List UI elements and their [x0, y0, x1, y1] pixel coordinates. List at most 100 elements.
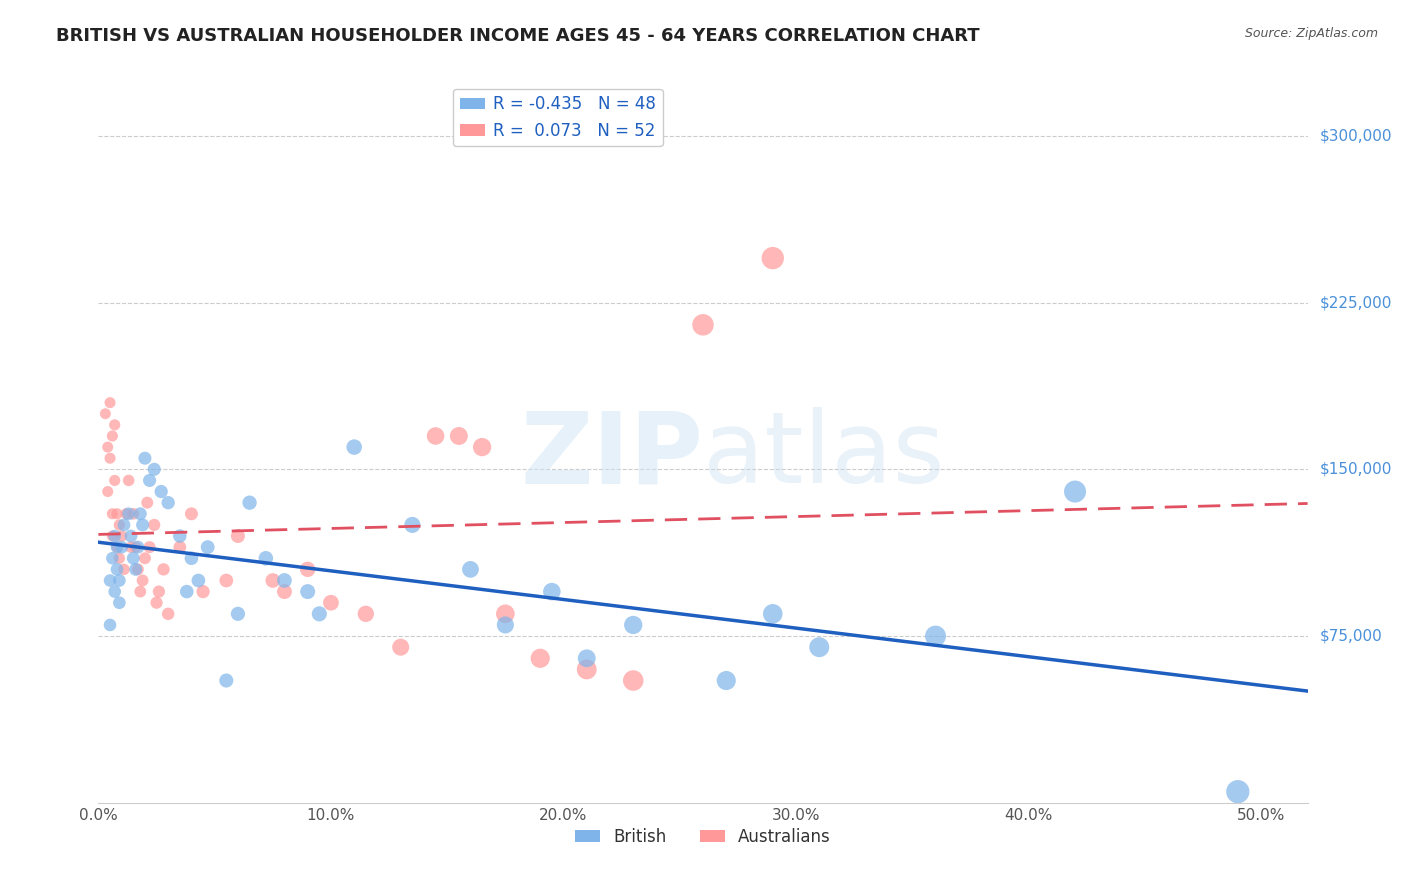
- Point: [108, 517, 131, 532]
- Point: [575, 651, 598, 665]
- Point: [120, 540, 142, 554]
- Point: [104, 417, 127, 432]
- Point: [124, 562, 146, 576]
- Point: [471, 440, 494, 454]
- Point: [215, 673, 238, 688]
- Point: [425, 429, 447, 443]
- Point: [108, 596, 131, 610]
- Point: [104, 529, 127, 543]
- Point: [101, 429, 124, 443]
- Point: [118, 474, 141, 488]
- Point: [150, 484, 173, 499]
- Point: [254, 551, 277, 566]
- Point: [191, 584, 214, 599]
- Point: [169, 529, 191, 543]
- Point: [111, 540, 134, 554]
- Point: [97, 484, 120, 499]
- Point: [108, 574, 131, 588]
- Point: [105, 507, 128, 521]
- Point: [308, 607, 330, 621]
- Point: [98, 574, 121, 588]
- Point: [101, 551, 124, 566]
- Point: [762, 607, 785, 621]
- Point: [101, 507, 124, 521]
- Point: [343, 440, 366, 454]
- Point: [187, 574, 209, 588]
- Point: [112, 562, 135, 576]
- Point: [621, 618, 644, 632]
- Point: [762, 251, 785, 265]
- Point: [104, 474, 127, 488]
- Point: [105, 562, 128, 576]
- Point: [319, 596, 342, 610]
- Point: [494, 618, 516, 632]
- Point: [115, 507, 138, 521]
- Point: [540, 584, 562, 599]
- Point: [226, 529, 249, 543]
- Point: [129, 507, 152, 521]
- Point: [621, 673, 644, 688]
- Point: [122, 507, 145, 521]
- Point: [120, 529, 142, 543]
- Point: [197, 540, 219, 554]
- Point: [131, 574, 153, 588]
- Point: [157, 496, 180, 510]
- Point: [152, 562, 174, 576]
- Point: [108, 551, 131, 566]
- Text: atlas: atlas: [703, 408, 945, 505]
- Point: [924, 629, 946, 643]
- Point: [138, 474, 160, 488]
- Point: [138, 540, 160, 554]
- Point: [716, 673, 738, 688]
- Point: [529, 651, 551, 665]
- Point: [447, 429, 470, 443]
- Text: $225,000: $225,000: [1320, 295, 1392, 310]
- Point: [98, 451, 121, 466]
- Point: [134, 451, 156, 466]
- Point: [127, 540, 149, 554]
- Point: [97, 440, 120, 454]
- Point: [494, 607, 516, 621]
- Point: [98, 618, 121, 632]
- Point: [111, 529, 134, 543]
- Point: [1064, 484, 1087, 499]
- Point: [143, 517, 166, 532]
- Point: [105, 540, 128, 554]
- Text: $300,000: $300,000: [1320, 128, 1392, 144]
- Point: [136, 496, 159, 510]
- Point: [176, 584, 198, 599]
- Legend: British, Australians: British, Australians: [568, 821, 838, 852]
- Point: [1226, 785, 1249, 799]
- Point: [180, 551, 202, 566]
- Point: [148, 584, 170, 599]
- Point: [297, 584, 319, 599]
- Point: [389, 640, 412, 655]
- Point: [104, 584, 127, 599]
- Point: [124, 540, 146, 554]
- Point: [134, 551, 156, 566]
- Text: Source: ZipAtlas.com: Source: ZipAtlas.com: [1244, 27, 1378, 40]
- Point: [692, 318, 714, 332]
- Point: [122, 551, 145, 566]
- Point: [297, 562, 319, 576]
- Point: [98, 395, 121, 409]
- Point: [143, 462, 166, 476]
- Point: [169, 540, 191, 554]
- Point: [401, 517, 423, 532]
- Point: [215, 574, 238, 588]
- Point: [273, 584, 295, 599]
- Point: [262, 574, 284, 588]
- Point: [112, 517, 135, 532]
- Point: [226, 607, 249, 621]
- Point: [180, 507, 202, 521]
- Text: BRITISH VS AUSTRALIAN HOUSEHOLDER INCOME AGES 45 - 64 YEARS CORRELATION CHART: BRITISH VS AUSTRALIAN HOUSEHOLDER INCOME…: [56, 27, 980, 45]
- Text: $75,000: $75,000: [1320, 629, 1382, 643]
- Point: [145, 596, 167, 610]
- Point: [808, 640, 831, 655]
- Text: $150,000: $150,000: [1320, 462, 1392, 477]
- Point: [131, 517, 153, 532]
- Point: [101, 529, 124, 543]
- Point: [105, 540, 128, 554]
- Point: [94, 407, 117, 421]
- Point: [354, 607, 377, 621]
